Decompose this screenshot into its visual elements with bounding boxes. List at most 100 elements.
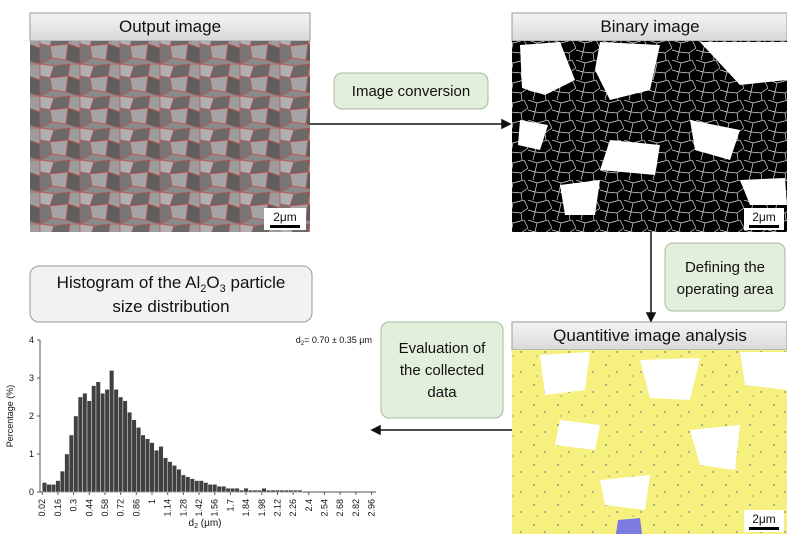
bar bbox=[60, 471, 64, 492]
bar bbox=[159, 446, 163, 492]
step-text: Evaluation of bbox=[399, 340, 487, 357]
bar bbox=[150, 443, 154, 492]
bar bbox=[69, 435, 73, 492]
bar bbox=[199, 481, 203, 492]
histogram-title: Histogram of the Al2O3 particle bbox=[57, 273, 286, 295]
y-tick-label: 3 bbox=[29, 373, 34, 383]
title-part: Histogram of the Al bbox=[57, 273, 201, 292]
y-tick-label: 2 bbox=[29, 411, 34, 421]
x-tick-label: 0.44 bbox=[84, 499, 94, 517]
bar bbox=[257, 490, 261, 492]
x-tick-label: 0.58 bbox=[100, 499, 110, 517]
bar bbox=[123, 401, 127, 492]
x-tick-label: 2.54 bbox=[319, 499, 329, 517]
x-tick-label: 0.16 bbox=[53, 499, 63, 517]
bar bbox=[293, 490, 297, 492]
x-tick-label: 0.72 bbox=[116, 499, 126, 517]
bar bbox=[47, 484, 51, 492]
bar bbox=[163, 458, 167, 492]
bar bbox=[186, 477, 190, 492]
x-tick-label: 1.98 bbox=[257, 499, 267, 517]
bar bbox=[154, 450, 158, 492]
panel-title: Quantitive image analysis bbox=[553, 326, 747, 345]
bar bbox=[141, 435, 145, 492]
bar bbox=[181, 475, 185, 492]
x-tick-label: 1.84 bbox=[241, 499, 251, 517]
x-tick-label: 2.82 bbox=[351, 499, 361, 517]
bar bbox=[109, 370, 113, 492]
bar bbox=[118, 397, 122, 492]
histogram-title: size distribution bbox=[112, 297, 229, 316]
panel-title: Binary image bbox=[600, 17, 699, 36]
particle bbox=[616, 518, 642, 534]
bar bbox=[168, 462, 172, 492]
bar bbox=[172, 465, 176, 492]
title-part: particle bbox=[226, 273, 286, 292]
scale-label: 2μm bbox=[752, 210, 776, 224]
bar bbox=[87, 401, 91, 492]
bar bbox=[177, 469, 181, 492]
y-tick-label: 4 bbox=[29, 335, 34, 345]
bar bbox=[83, 393, 87, 492]
x-label-part: (μm) bbox=[198, 518, 222, 529]
bar bbox=[127, 412, 131, 492]
step-text: operating area bbox=[677, 281, 774, 298]
x-tick-label: 2.4 bbox=[304, 499, 314, 512]
y-tick-label: 0 bbox=[29, 487, 34, 497]
y-axis-label: Percentage (%) bbox=[5, 385, 15, 448]
bar bbox=[190, 479, 194, 492]
bar bbox=[132, 420, 136, 492]
bar bbox=[253, 490, 257, 492]
bar bbox=[266, 490, 270, 492]
x-tick-label: 1 bbox=[147, 499, 157, 504]
bar bbox=[74, 416, 78, 492]
bar bbox=[136, 427, 140, 492]
bar bbox=[221, 486, 225, 492]
annotation: d2= 0.70 ± 0.35 μm bbox=[296, 335, 372, 347]
title-part: O bbox=[206, 273, 219, 292]
bar bbox=[244, 488, 248, 492]
x-tick-label: 2.12 bbox=[272, 499, 282, 517]
step-text: the collected bbox=[400, 362, 484, 379]
bar bbox=[42, 483, 46, 493]
bar bbox=[239, 490, 243, 492]
panel-title: Output image bbox=[119, 17, 221, 36]
bar bbox=[217, 486, 221, 492]
x-tick-label: 0.86 bbox=[131, 499, 141, 517]
bar bbox=[96, 382, 100, 492]
bar bbox=[271, 490, 275, 492]
x-axis-label: d2 (μm) bbox=[189, 518, 222, 530]
scale-label: 2μm bbox=[273, 210, 297, 224]
histogram: 012340.020.160.30.440.580.720.8611.141.2… bbox=[29, 335, 377, 517]
bar bbox=[114, 389, 118, 492]
step-text: Defining the bbox=[685, 259, 765, 276]
bar bbox=[56, 481, 60, 492]
figure: Output image 2μm Binary image 2μm Quanti… bbox=[0, 0, 787, 534]
scale-bar bbox=[749, 225, 779, 228]
x-tick-label: 2.26 bbox=[288, 499, 298, 517]
bar bbox=[275, 490, 279, 492]
scale-bar bbox=[270, 225, 300, 228]
bar bbox=[100, 393, 104, 492]
x-tick-label: 0.02 bbox=[37, 499, 47, 517]
bar bbox=[284, 490, 288, 492]
bar bbox=[289, 490, 293, 492]
micrograph bbox=[30, 41, 310, 232]
bar bbox=[145, 439, 149, 492]
x-tick-label: 2.68 bbox=[335, 499, 345, 517]
bar bbox=[92, 386, 96, 492]
bar bbox=[51, 484, 55, 492]
scale-bar bbox=[749, 527, 779, 530]
bar bbox=[212, 484, 216, 492]
x-tick-label: 0.3 bbox=[69, 499, 79, 512]
step-text: data bbox=[427, 384, 457, 401]
bar bbox=[230, 488, 234, 492]
bar bbox=[208, 484, 212, 492]
bar bbox=[235, 488, 239, 492]
x-tick-label: 1.28 bbox=[178, 499, 188, 517]
bar bbox=[195, 481, 199, 492]
bar bbox=[204, 483, 208, 493]
bar bbox=[280, 490, 284, 492]
scale-label: 2μm bbox=[752, 512, 776, 526]
x-tick-label: 1.14 bbox=[163, 499, 173, 517]
